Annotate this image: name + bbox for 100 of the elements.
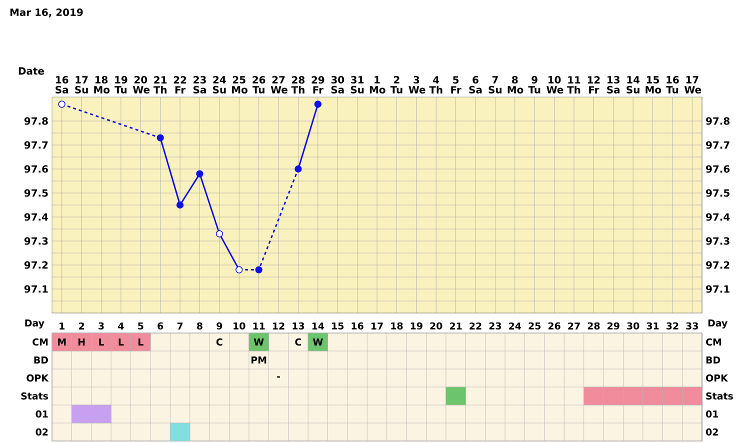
x-tick-label: 2 (79, 322, 84, 330)
point (176, 201, 184, 209)
x-tick-label: 14 (312, 322, 324, 330)
x-tick-label: 12 (272, 322, 284, 330)
x-tick-label: 15 Mo (646, 76, 662, 94)
x-tick-label: 31 Su (350, 76, 364, 94)
x-tick-label: 20 (430, 322, 442, 330)
x-tick-label: 9 (216, 322, 222, 330)
x-tick-label: 24 Su (213, 76, 226, 94)
text: Day (25, 320, 44, 328)
x-tick-label: 13 (292, 322, 304, 330)
x-tick-label: 3 (98, 322, 104, 330)
y-tick-label: 97.5 (24, 189, 48, 197)
x-tick-label: 7 Su (488, 76, 502, 94)
y-tick-label: 01 (36, 410, 48, 418)
x-tick-label: 22 Fr (174, 76, 186, 94)
point (216, 230, 224, 238)
y-tick-label: 97.4 (24, 213, 48, 221)
text: W (312, 338, 323, 346)
x-tick-label: 23 (489, 322, 502, 330)
y2-tick-label: CM (706, 338, 722, 346)
point (156, 134, 164, 142)
x-tick-label: 29 (608, 322, 620, 330)
y2-tick-label: 97.5 (706, 189, 730, 197)
x-tick-label: 23 Sa (194, 76, 206, 94)
x-tick-label: 17 We (684, 76, 702, 94)
y-tick-label: 97.2 (24, 261, 48, 269)
x-tick-label: 33 (686, 322, 698, 330)
x-tick-label: 27 We (270, 76, 288, 94)
y-tick-label: Stats (21, 392, 48, 400)
y2-tick-label: 97.8 (706, 117, 730, 125)
y2-tick-label: 02 (706, 428, 718, 436)
x-tick-label: 32 (666, 322, 678, 330)
y-tick-label: 97.6 (24, 165, 48, 173)
x-tick-label: 12 Fr (588, 76, 600, 94)
point (314, 100, 322, 108)
text: H (78, 338, 85, 346)
y-tick-label: 97.8 (24, 117, 48, 125)
point (58, 100, 66, 108)
y-tick-label: CM (32, 338, 48, 346)
point (294, 165, 302, 173)
text: C (216, 338, 222, 346)
x-tick-label: 2 Tu (390, 76, 402, 94)
text: PM (252, 356, 266, 364)
point (236, 266, 243, 274)
text: M (58, 338, 66, 346)
y-tick-label: OPK (26, 374, 49, 382)
text: L (118, 338, 124, 346)
text: L (138, 338, 144, 346)
x-tick-label: 3 We (408, 76, 426, 94)
x-tick-label: 27 (568, 322, 580, 330)
x-tick-label: 7 (177, 322, 183, 330)
x-tick-label: 29 Fr (312, 76, 324, 94)
x-tick-label: 5 (138, 322, 144, 330)
x-tick-label: 20 We (132, 76, 150, 94)
y2-tick-label: BD (706, 356, 720, 364)
x-tick-label: 25 Mo (232, 76, 248, 94)
x-tick-label: 4 Th (429, 76, 442, 94)
x-tick-label: 11 Th (567, 76, 580, 94)
x-tick-label: 30 (627, 322, 640, 330)
x-tick-label: 11 (253, 322, 265, 330)
y-tick-label: 02 (36, 428, 48, 436)
text: L (99, 338, 104, 346)
x-tick-label: 30 Sa (331, 76, 344, 94)
x-tick-label: 17 Su (75, 76, 88, 94)
text: W (254, 338, 264, 346)
x-tick-label: 10 (234, 322, 246, 330)
x-tick-label: 26 (548, 322, 560, 330)
x-tick-label: 18 (391, 322, 403, 330)
y2-tick-label: 01 (706, 410, 718, 418)
x-tick-label: 1 (60, 322, 64, 330)
x-axis-title: Date (18, 67, 44, 75)
x-tick-label: 21 (450, 322, 462, 330)
x-tick-label: 4 (118, 322, 124, 330)
x-tick-label: 26 Tu (252, 76, 266, 94)
x-tick-label: 14 Su (626, 76, 640, 94)
x-tick-label: 1 Mo (370, 76, 386, 94)
y-tick-label: 97.7 (24, 141, 48, 149)
x-tick-label: 21 Th (153, 76, 167, 94)
x-tick-label: 13 Sa (607, 76, 620, 94)
x-tick-label: 19 Tu (114, 76, 128, 94)
x-tick-label: 17 (371, 322, 383, 330)
x-tick-label: 22 (470, 322, 482, 330)
x-tick-label: 9 Tu (528, 76, 540, 94)
text: - (277, 376, 280, 378)
x-tick-label: 24 (509, 322, 522, 330)
x-tick-label: 31 (646, 322, 659, 330)
x-tick-label: 16 (352, 322, 364, 330)
x-tick-label: 8 (197, 322, 202, 330)
y-tick-label: 97.1 (24, 285, 48, 293)
y2-tick-label: 97.1 (706, 285, 730, 293)
x-tick-label: 8 Mo (508, 76, 524, 94)
x-tick-label: 16 Sa (56, 76, 68, 94)
x-tick-label: 10 We (546, 76, 564, 94)
point (196, 170, 204, 178)
x-tick-label: 5 Fr (451, 76, 462, 94)
y2-tick-label: 97.7 (706, 141, 730, 149)
y-tick-label: BD (34, 356, 48, 364)
x-tick-label: 15 (332, 322, 344, 330)
x-tick-label: 28 Th (291, 76, 305, 94)
